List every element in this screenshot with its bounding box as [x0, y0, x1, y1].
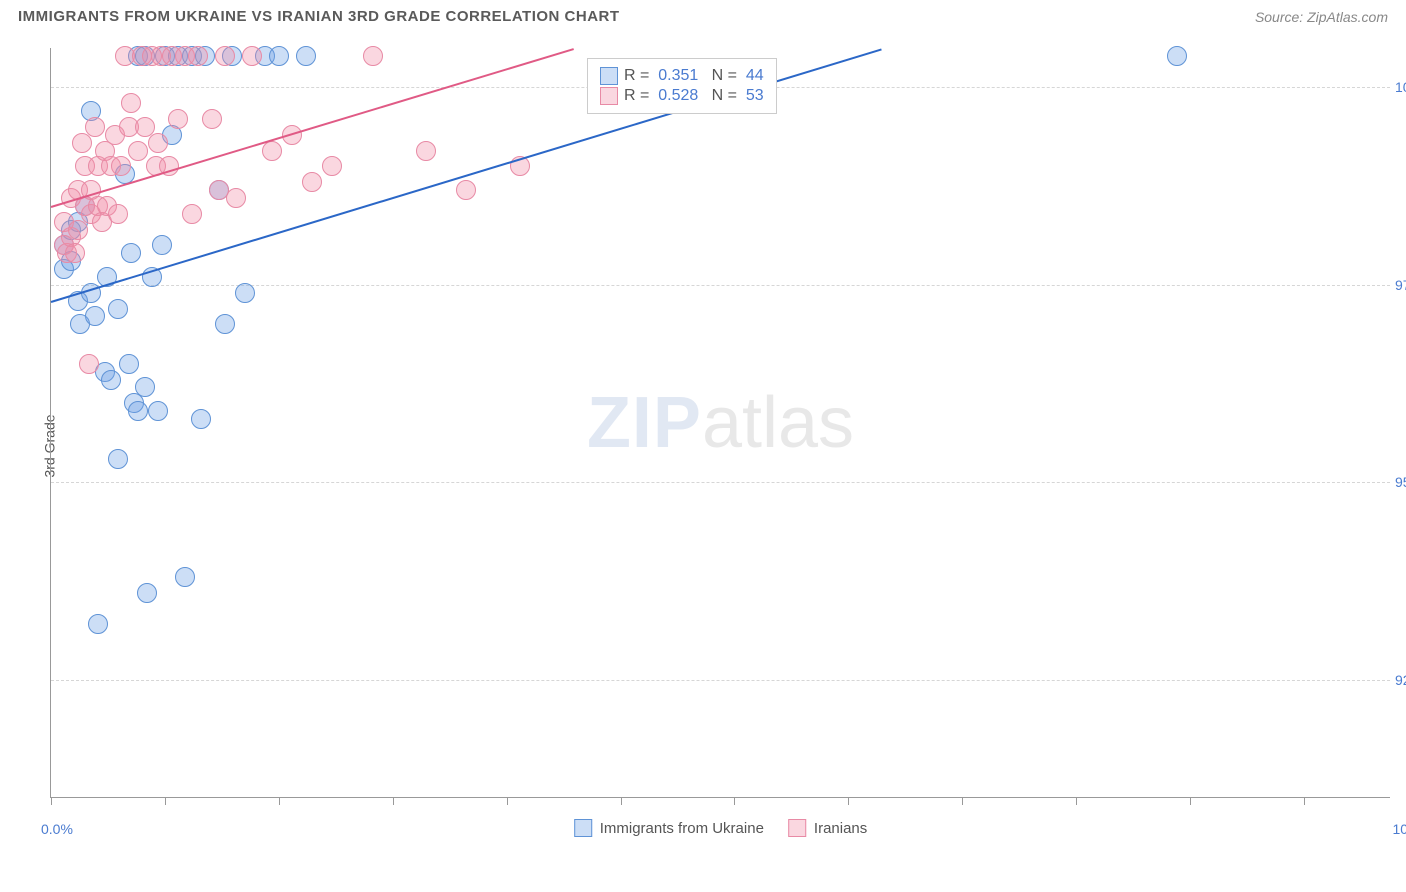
legend-swatch [574, 819, 592, 837]
xtick [1304, 797, 1305, 805]
xtick [848, 797, 849, 805]
scatter-point [262, 141, 282, 161]
scatter-point [269, 46, 289, 66]
scatter-point [226, 188, 246, 208]
scatter-point [137, 583, 157, 603]
watermark-atlas: atlas [702, 383, 854, 463]
scatter-point [296, 46, 316, 66]
scatter-point [456, 180, 476, 200]
x-min-label: 0.0% [41, 821, 73, 837]
gridline [51, 482, 1390, 483]
ytick-label: 92.5% [1395, 672, 1406, 688]
xtick [507, 797, 508, 805]
bottom-legend: Immigrants from Ukraine Iranians [574, 819, 868, 837]
scatter-point [135, 377, 155, 397]
bottom-legend-item: Iranians [788, 819, 867, 837]
scatter-point [302, 172, 322, 192]
scatter-point [215, 46, 235, 66]
x-max-label: 100.0% [1393, 821, 1406, 837]
scatter-point [188, 46, 208, 66]
scatter-point [85, 306, 105, 326]
chart-plot-area: ZIPatlas 100.0%97.5%95.0%92.5%0.0%100.0%… [50, 48, 1390, 798]
bottom-legend-item: Immigrants from Ukraine [574, 819, 764, 837]
stats-legend-row: R = 0.528 N = 53 [600, 87, 764, 105]
scatter-point [68, 220, 88, 240]
xtick [51, 797, 52, 805]
xtick [734, 797, 735, 805]
scatter-point [65, 243, 85, 263]
scatter-point [88, 614, 108, 634]
scatter-point [1167, 46, 1187, 66]
xtick [1076, 797, 1077, 805]
scatter-point [108, 299, 128, 319]
scatter-point [322, 156, 342, 176]
scatter-point [128, 401, 148, 421]
scatter-point [215, 314, 235, 334]
scatter-point [101, 370, 121, 390]
stats-legend-row: R = 0.351 N = 44 [600, 67, 764, 85]
watermark-zip: ZIP [587, 383, 702, 463]
scatter-point [148, 401, 168, 421]
scatter-point [85, 117, 105, 137]
xtick [279, 797, 280, 805]
scatter-point [175, 567, 195, 587]
stats-text: R = 0.351 N = 44 [624, 67, 764, 85]
scatter-point [108, 449, 128, 469]
scatter-point [202, 109, 222, 129]
scatter-point [363, 46, 383, 66]
stats-legend: R = 0.351 N = 44 R = 0.528 N = 53 [587, 58, 777, 114]
scatter-point [148, 133, 168, 153]
legend-label: Iranians [814, 820, 867, 837]
scatter-point [191, 409, 211, 429]
gridline [51, 680, 1390, 681]
scatter-point [235, 283, 255, 303]
scatter-point [168, 109, 188, 129]
scatter-point [111, 156, 131, 176]
scatter-point [72, 133, 92, 153]
scatter-point [182, 204, 202, 224]
watermark: ZIPatlas [587, 382, 854, 464]
scatter-point [416, 141, 436, 161]
ytick-label: 97.5% [1395, 277, 1406, 293]
chart-title: IMMIGRANTS FROM UKRAINE VS IRANIAN 3RD G… [18, 8, 620, 25]
xtick [621, 797, 622, 805]
legend-swatch [600, 67, 618, 85]
xtick [1190, 797, 1191, 805]
xtick [962, 797, 963, 805]
scatter-point [119, 354, 139, 374]
legend-swatch [788, 819, 806, 837]
scatter-point [121, 93, 141, 113]
legend-label: Immigrants from Ukraine [600, 820, 764, 837]
scatter-point [108, 204, 128, 224]
ytick-label: 100.0% [1395, 79, 1406, 95]
scatter-point [242, 46, 262, 66]
title-bar: IMMIGRANTS FROM UKRAINE VS IRANIAN 3RD G… [0, 0, 1406, 29]
scatter-point [152, 235, 172, 255]
legend-swatch [600, 87, 618, 105]
xtick [165, 797, 166, 805]
ytick-label: 95.0% [1395, 474, 1406, 490]
source-label: Source: ZipAtlas.com [1255, 9, 1388, 25]
stats-text: R = 0.528 N = 53 [624, 87, 764, 105]
scatter-point [121, 243, 141, 263]
xtick [393, 797, 394, 805]
scatter-point [79, 354, 99, 374]
scatter-point [128, 141, 148, 161]
